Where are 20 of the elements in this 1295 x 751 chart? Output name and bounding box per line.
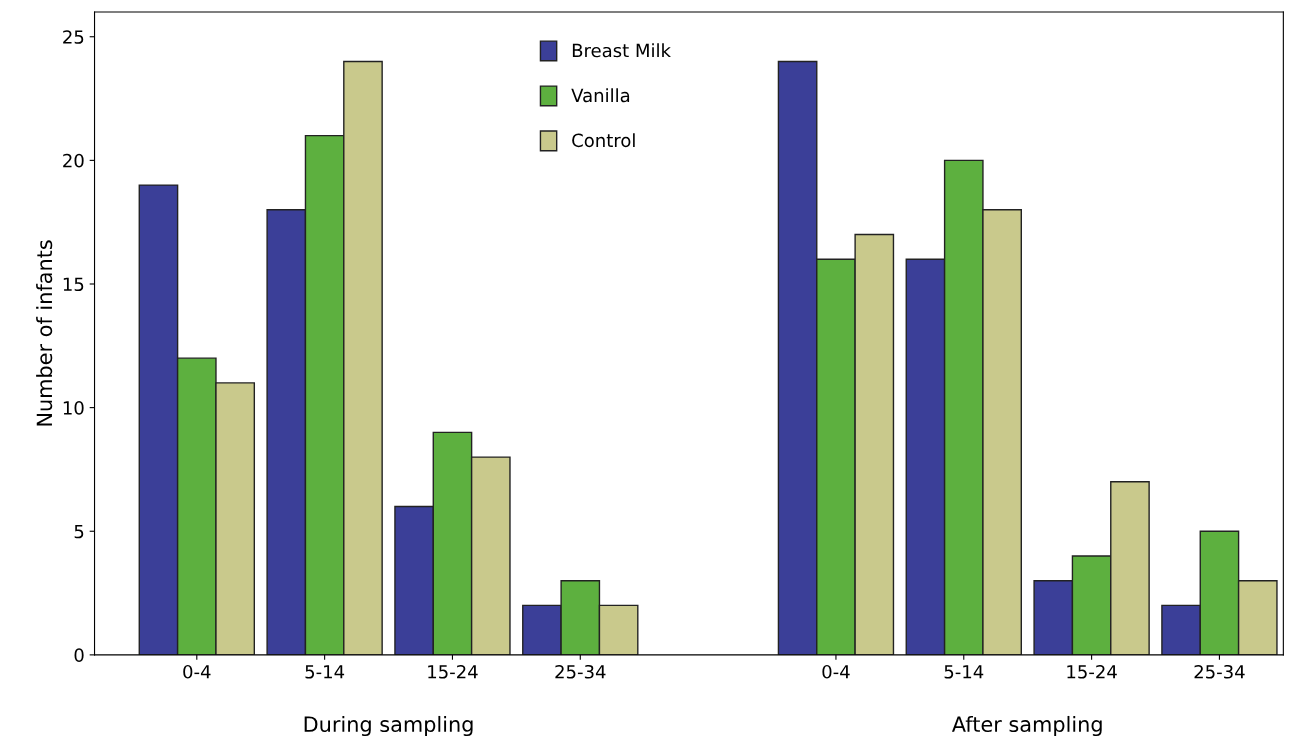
y-tick-label: 0 bbox=[74, 648, 84, 662]
x-tick-label: 5-14 bbox=[305, 665, 345, 679]
y-tick-label: 15 bbox=[63, 277, 84, 292]
legend-label: Control bbox=[572, 133, 635, 148]
text: During sampling bbox=[304, 715, 473, 737]
x-tick-label: 25-34 bbox=[1194, 664, 1245, 679]
y-tick-label: 5 bbox=[74, 524, 84, 539]
y-tick-label: 25 bbox=[63, 30, 84, 44]
y-axis-title: Number of infants bbox=[36, 240, 53, 426]
x-tick-label: 0-4 bbox=[822, 664, 850, 679]
x-tick-label: 15-24 bbox=[428, 664, 478, 679]
x-tick-label: 25-34 bbox=[555, 664, 606, 679]
legend-label: Vanilla bbox=[571, 88, 630, 103]
x-tick-label: 5-14 bbox=[944, 665, 984, 679]
y-tick-label: 20 bbox=[63, 153, 84, 168]
legend-label: Breast Milk bbox=[572, 43, 671, 58]
text: After sampling bbox=[951, 715, 1102, 737]
y-tick-label: 10 bbox=[63, 401, 84, 415]
x-tick-label: 0-4 bbox=[183, 664, 211, 679]
x-tick-label: 15-24 bbox=[1067, 664, 1117, 679]
